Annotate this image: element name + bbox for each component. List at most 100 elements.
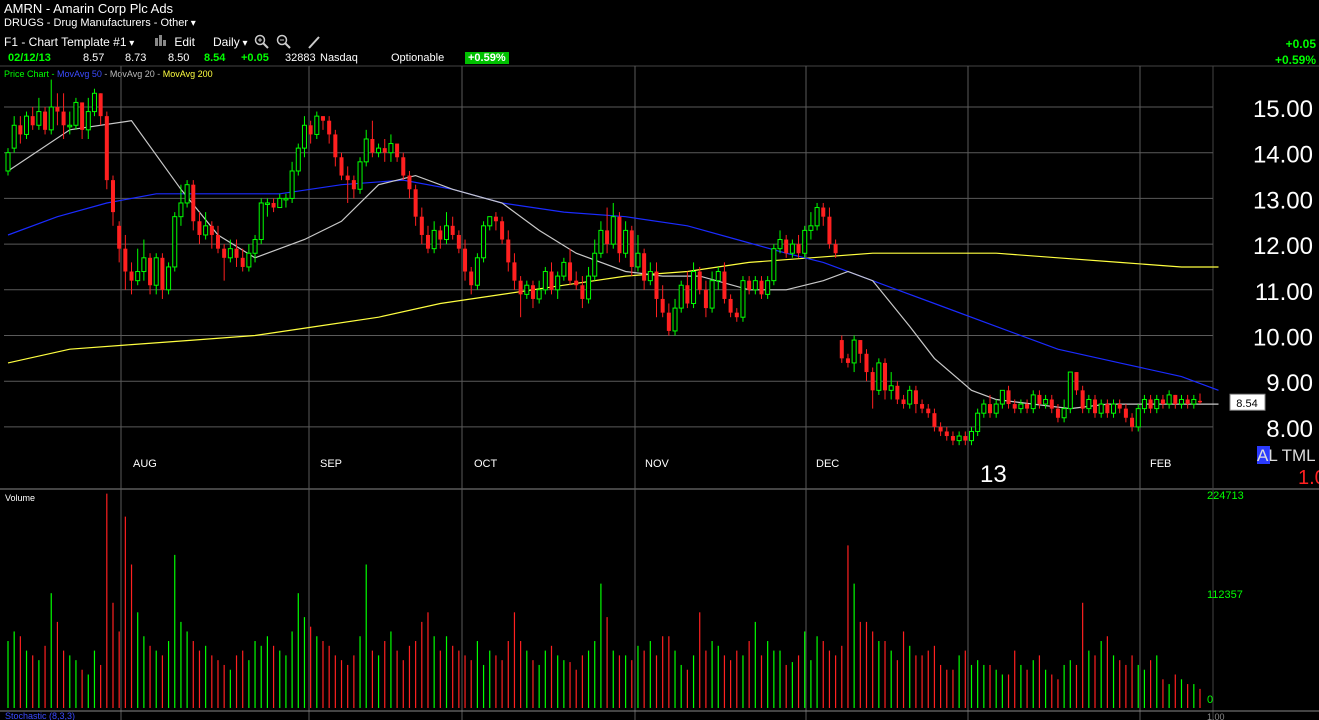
candle-body xyxy=(363,138,369,163)
candle-body xyxy=(685,285,690,304)
legend-ma200: MovAvg 200 xyxy=(162,69,213,79)
edit-button[interactable]: Edit xyxy=(154,34,195,50)
candle-body xyxy=(740,280,746,318)
candle-body xyxy=(1185,399,1190,405)
bar-chart-icon xyxy=(155,35,167,46)
candle-body xyxy=(610,216,616,245)
candle-body xyxy=(580,285,585,299)
candle-body xyxy=(141,257,147,273)
candle-body xyxy=(24,115,30,135)
price-tick-label: 13.00 xyxy=(1253,187,1313,214)
candle-body xyxy=(574,280,579,286)
right-change-abs: +0.05 xyxy=(1285,37,1316,51)
candle-body xyxy=(1098,403,1104,414)
candle-body xyxy=(1043,398,1049,405)
candle-body xyxy=(913,390,918,405)
candle-body xyxy=(1130,417,1135,427)
candle-body xyxy=(345,175,350,181)
candle-body xyxy=(1160,399,1165,405)
candle-body xyxy=(524,284,530,295)
candle-body xyxy=(1006,390,1011,405)
candle-body xyxy=(148,257,153,286)
candle-body xyxy=(91,92,97,113)
candle-body xyxy=(203,225,209,236)
template-dropdown[interactable]: F1 - Chart Template #1 xyxy=(4,35,134,49)
month-label: SEP xyxy=(320,458,342,470)
candle-body xyxy=(938,426,943,432)
month-label: NOV xyxy=(645,458,670,470)
candle-body xyxy=(697,271,702,290)
chart-toolbar: F1 - Chart Template #1 Edit Daily xyxy=(4,34,322,50)
candle-body xyxy=(469,271,474,286)
candle-body xyxy=(888,385,894,391)
candle-body xyxy=(530,285,535,299)
candle-body xyxy=(327,120,332,135)
candle-body xyxy=(1092,399,1098,414)
price-tick-label: 10.00 xyxy=(1253,325,1313,352)
candle-body xyxy=(561,261,567,277)
candle-body xyxy=(845,358,850,363)
draw-pen-icon[interactable] xyxy=(306,34,322,50)
candle-body xyxy=(747,280,752,290)
candle-body xyxy=(672,307,678,332)
candle-body xyxy=(635,252,641,268)
candle-body xyxy=(555,275,561,291)
candle-body xyxy=(1123,408,1128,418)
candle-body xyxy=(549,271,554,290)
candle-body xyxy=(1080,390,1085,409)
candle-body xyxy=(734,312,739,318)
zoom-in-icon[interactable] xyxy=(254,34,270,50)
month-label: AUG xyxy=(133,458,157,470)
ma20-line xyxy=(7,120,1219,410)
candle-body xyxy=(1012,404,1017,409)
candle-body xyxy=(388,143,394,154)
candle-body xyxy=(827,216,832,245)
candle-body xyxy=(963,436,968,441)
candle-body xyxy=(586,275,592,300)
candle-body xyxy=(166,266,172,291)
legend-price: Price Chart xyxy=(4,69,50,79)
candle-body xyxy=(80,102,85,130)
quote-low: 8.50 xyxy=(168,52,190,64)
candle-body xyxy=(598,229,604,254)
ma50-line xyxy=(7,179,1219,391)
candle-body xyxy=(784,239,789,254)
corner-highlight xyxy=(1257,446,1270,464)
candle-body xyxy=(36,111,42,126)
candle-body xyxy=(715,271,721,282)
right-change-pct: +0.59% xyxy=(1274,53,1316,67)
candle-body xyxy=(401,157,406,176)
industry-label: DRUGS - Drug Manufacturers - Other xyxy=(4,17,188,29)
candle-body xyxy=(320,116,325,121)
candle-body xyxy=(814,207,820,227)
quote-volume: 32883 xyxy=(285,52,316,64)
candle-body xyxy=(1105,404,1110,414)
last-price-label: 8.54 xyxy=(1236,398,1257,410)
candle-body xyxy=(481,225,487,259)
candle-body xyxy=(382,148,387,153)
candle-body xyxy=(191,184,196,222)
candle-body xyxy=(227,248,233,259)
candle-body xyxy=(55,107,60,112)
candle-body xyxy=(1173,394,1178,405)
candle-body xyxy=(370,138,375,153)
symbol-title: AMRN - Amarin Corp Plc Ads xyxy=(4,1,174,16)
candle-body xyxy=(376,147,382,154)
candle-body xyxy=(703,289,708,309)
candle-body xyxy=(61,111,66,126)
candle-body xyxy=(956,435,962,442)
candle-body xyxy=(542,271,548,291)
zoom-out-icon[interactable] xyxy=(276,34,292,50)
candle-body xyxy=(351,180,356,190)
candle-body xyxy=(30,116,35,126)
candle-body xyxy=(1111,403,1117,414)
industry-selector[interactable]: DRUGS - Drug Manufacturers - Other ▾ xyxy=(4,17,196,29)
candle-body xyxy=(709,280,715,309)
candle-body xyxy=(178,202,184,218)
interval-dropdown[interactable]: Daily xyxy=(213,35,247,49)
pct-change-badge: +0.59% xyxy=(465,52,509,64)
volume-tick-label: 224713 xyxy=(1207,490,1244,502)
candle-body xyxy=(932,413,937,427)
candle-body xyxy=(500,221,505,240)
